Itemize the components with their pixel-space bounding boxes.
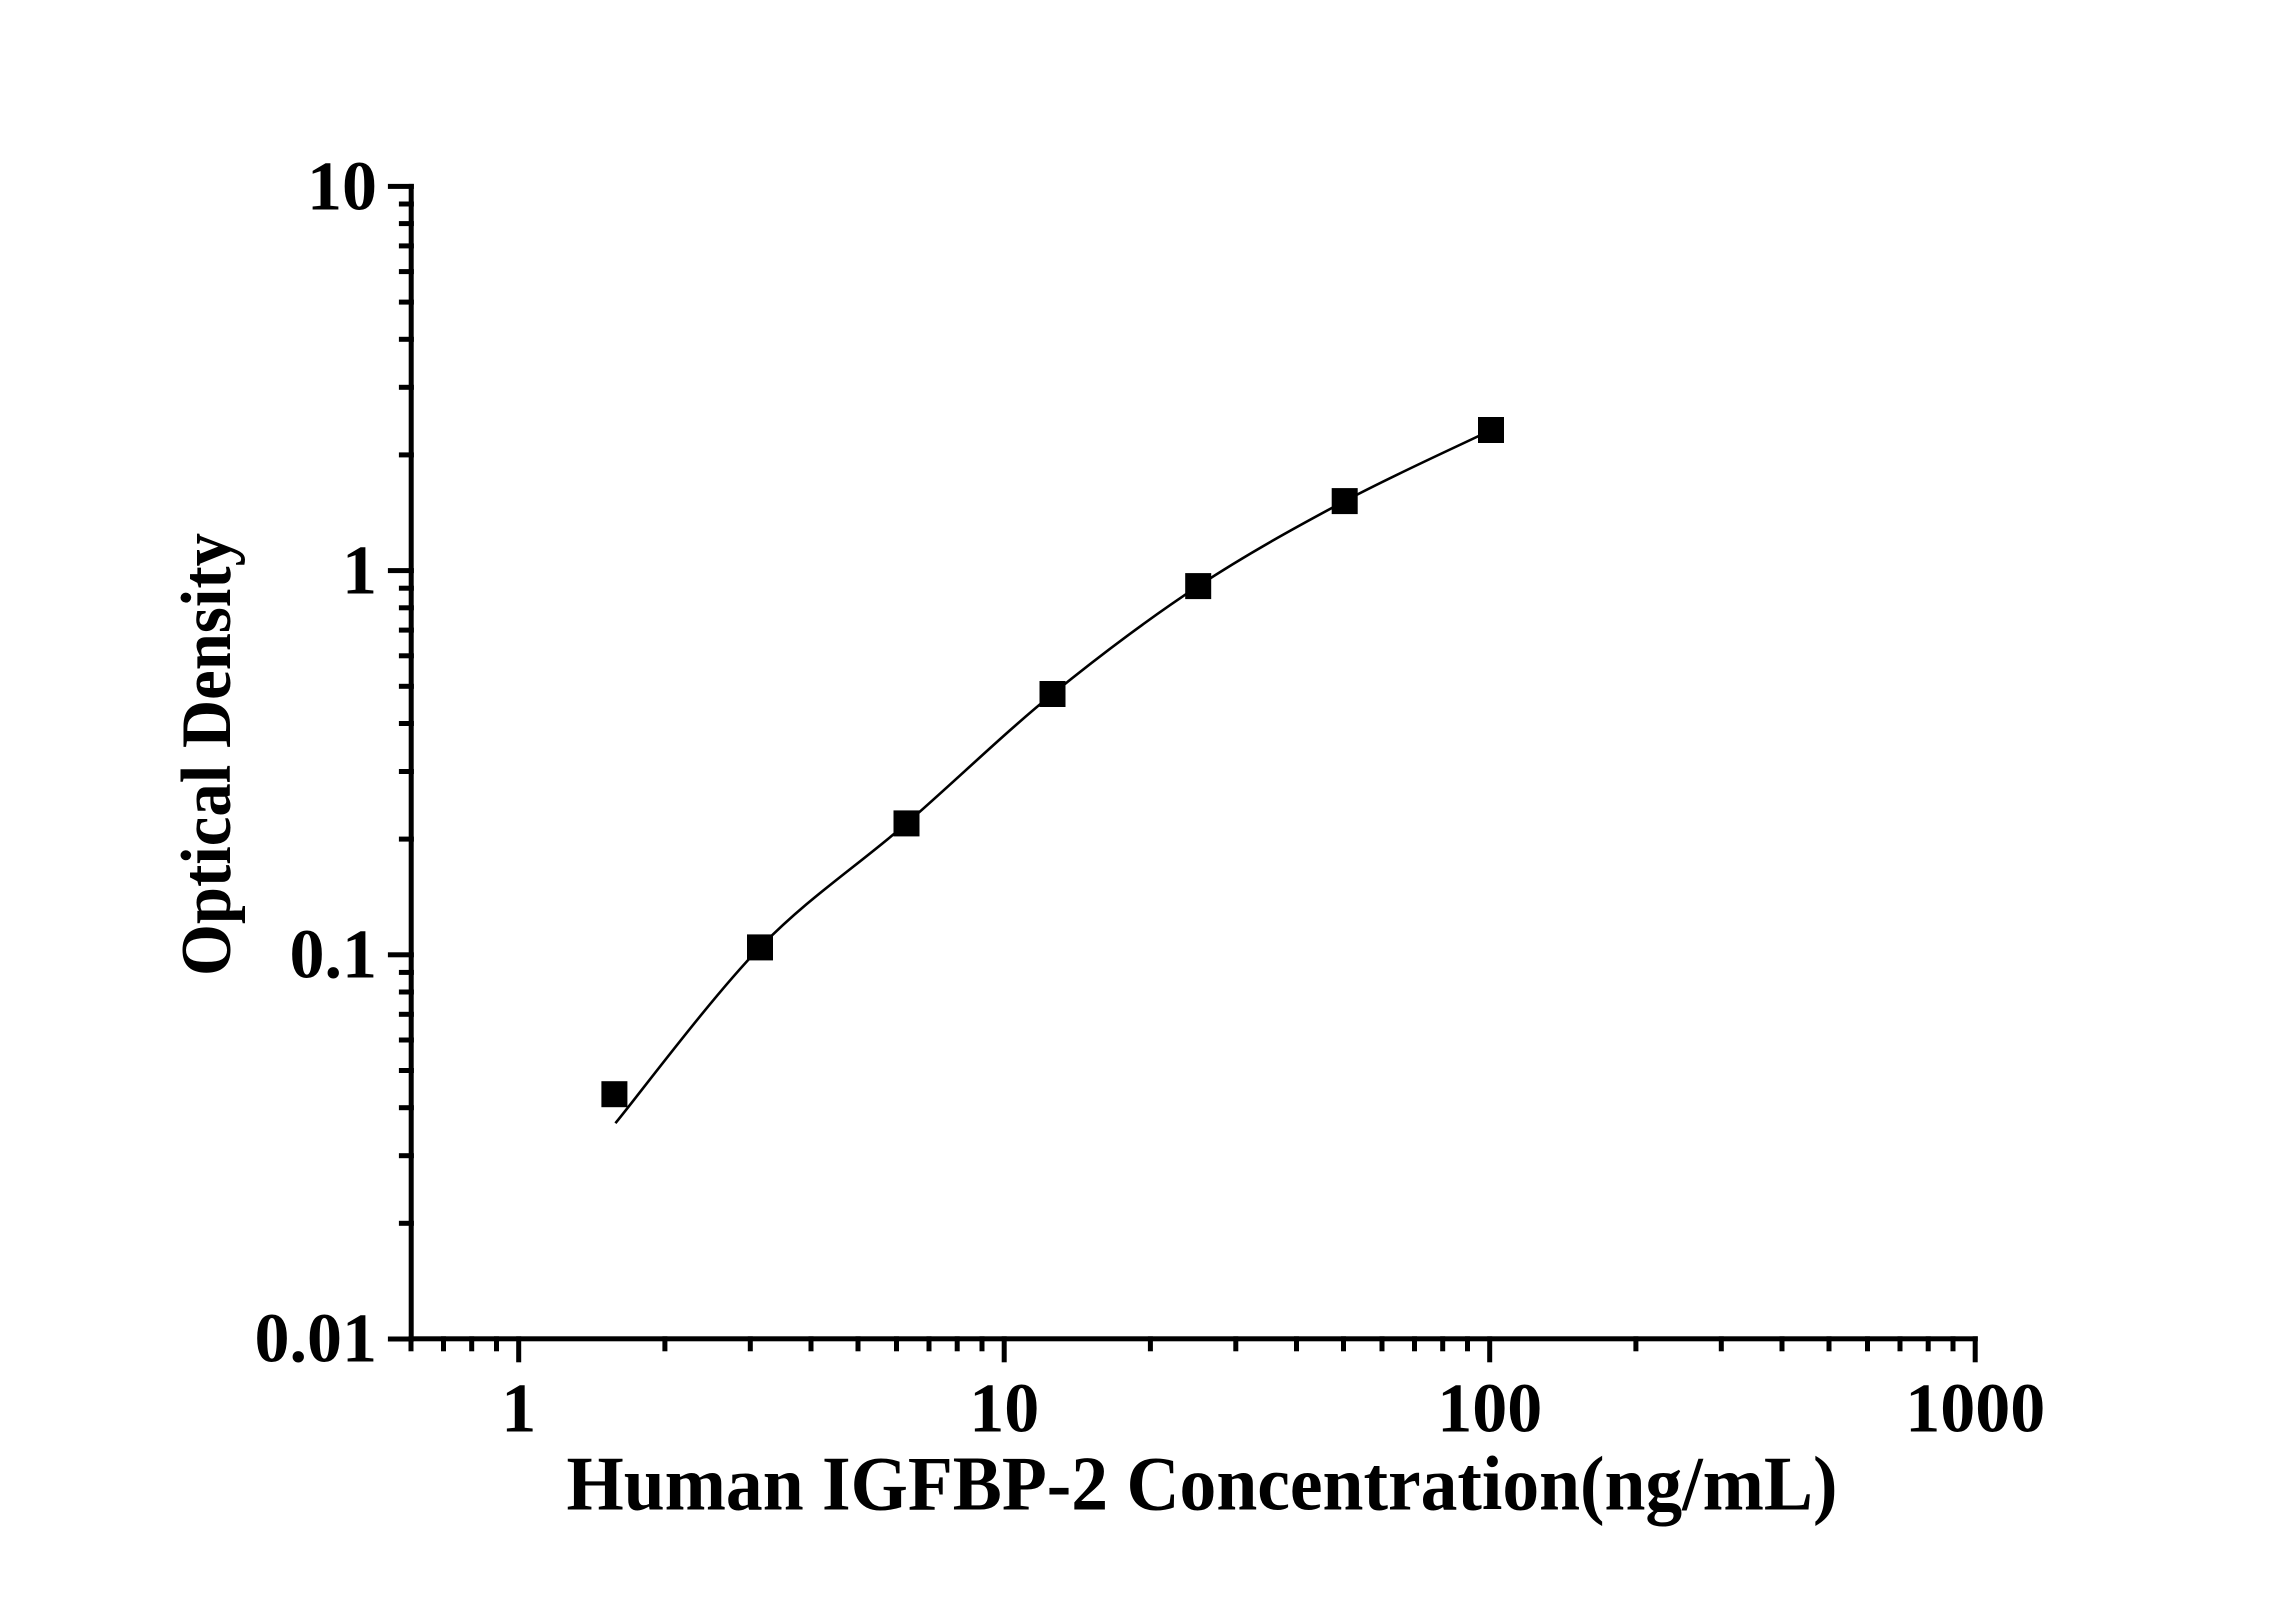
svg-text:10: 10: [969, 1371, 1039, 1448]
svg-text:1: 1: [342, 533, 377, 610]
svg-text:100: 100: [1437, 1371, 1542, 1448]
svg-text:0.01: 0.01: [255, 1301, 378, 1378]
svg-text:Optical Density: Optical Density: [168, 533, 246, 976]
svg-text:0.1: 0.1: [290, 917, 378, 994]
svg-text:10: 10: [307, 149, 377, 226]
svg-text:Human IGFBP-2 Concentration(ng: Human IGFBP-2 Concentration(ng/mL): [567, 1440, 1838, 1526]
svg-text:1000: 1000: [1905, 1371, 2045, 1448]
svg-text:1: 1: [501, 1371, 536, 1448]
